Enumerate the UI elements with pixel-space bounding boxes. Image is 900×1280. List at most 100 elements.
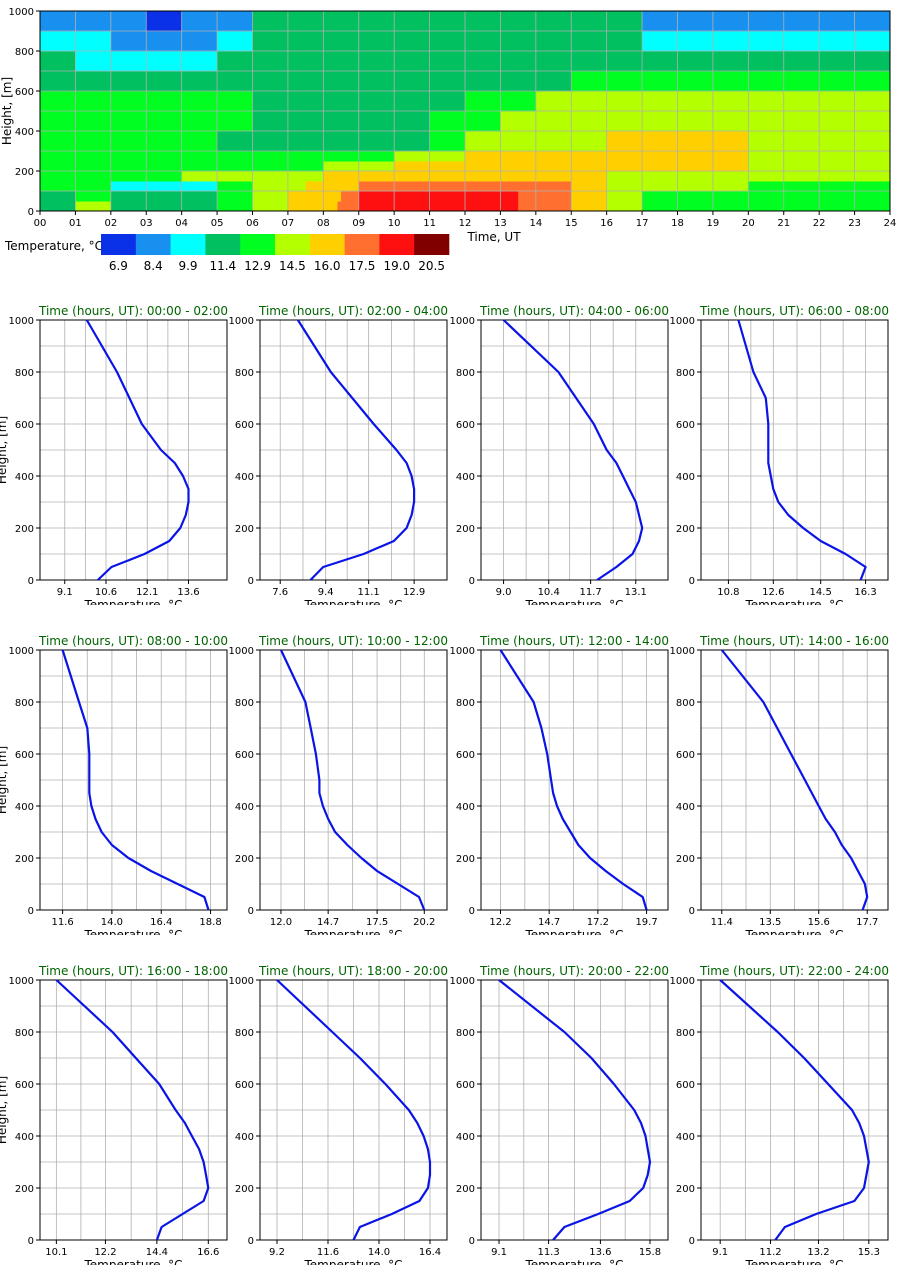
- y-tick-label: 600: [235, 750, 254, 761]
- heatmap-cell: [40, 201, 76, 212]
- heatmap-cell: [40, 191, 76, 202]
- plot-frame: [259, 649, 448, 911]
- x-tick-label: 17.5: [366, 917, 388, 928]
- y-tick-label: 600: [235, 1080, 254, 1091]
- plot-frame: [39, 649, 228, 911]
- x-tick-label: 16.3: [854, 587, 876, 598]
- y-tick-label: 0: [689, 576, 695, 587]
- y-axis-label: Height, [m]: [0, 77, 14, 145]
- heatmap-cell: [234, 161, 324, 172]
- heatmap-cell: [783, 111, 891, 132]
- heatmap-cell: [748, 151, 785, 162]
- y-tick-label: 1000: [229, 316, 254, 327]
- heatmap-cell: [642, 31, 678, 52]
- y-tick-label: 400: [456, 802, 475, 813]
- profile-chart: 9.0 10.4 11.7 13.1 0 200 400 600 800 1000 Time (ho…: [450, 304, 669, 605]
- temperature-profile-line: [737, 319, 867, 581]
- heatmap-cell: [642, 161, 749, 172]
- temperature-profile-line: [499, 649, 648, 911]
- heatmap-cell: [571, 181, 608, 192]
- plot-frame: [39, 319, 228, 581]
- heatmap-cell: [252, 71, 431, 92]
- heatmap-cell: [252, 111, 431, 132]
- heatmap-cell: [217, 191, 253, 202]
- heatmap-cell: [252, 51, 431, 72]
- y-tick-label: 600: [15, 87, 34, 98]
- y-tick-label: 800: [676, 368, 695, 379]
- panel-title: Time (hours, UT): 22:00 - 24:00: [699, 964, 889, 978]
- heatmap-cell: [75, 51, 112, 72]
- y-tick-label: 400: [676, 802, 695, 813]
- panel-title: Time (hours, UT): 14:00 - 16:00: [699, 634, 889, 648]
- y-tick-label: 0: [248, 906, 254, 917]
- x-tick-label: 01: [69, 218, 82, 229]
- x-tick-label: 13.5: [759, 917, 781, 928]
- heatmap-cell: [252, 11, 643, 32]
- x-axis-label: Temperature, °C: [303, 928, 402, 935]
- x-tick-label: 12.0: [270, 917, 292, 928]
- heatmap-cell: [280, 181, 307, 192]
- x-tick-label: 16.6: [197, 1247, 219, 1258]
- x-axis-label: Temperature, °C: [524, 1258, 623, 1265]
- heatmap-cell: [429, 131, 466, 152]
- x-tick-label: 08: [317, 218, 330, 229]
- x-tick-label: 11.6: [51, 917, 73, 928]
- y-tick-label: 600: [15, 750, 34, 761]
- panel-title: Time (hours, UT): 02:00 - 04:00: [258, 304, 448, 318]
- y-tick-label: 800: [235, 368, 254, 379]
- heatmap-cell: [287, 191, 342, 202]
- heatmap-cell: [642, 191, 891, 202]
- heatmap-cell: [500, 111, 608, 132]
- x-tick-label: 11: [423, 218, 436, 229]
- heatmap-cell: [341, 191, 360, 202]
- heatmap-cell: [518, 191, 572, 202]
- x-tick-label: 11.7: [579, 587, 601, 598]
- y-tick-label: 800: [456, 368, 475, 379]
- x-tick-label: 20.2: [413, 917, 435, 928]
- x-tick-label: 12.1: [136, 587, 158, 598]
- heatmap-cell: [606, 171, 785, 182]
- x-axis-label: Temperature, °C: [83, 598, 182, 605]
- x-tick-label: 11.3: [537, 1247, 559, 1258]
- x-tick-label: 14.0: [368, 1247, 390, 1258]
- x-tick-label: 11.4: [711, 917, 733, 928]
- x-tick-label: 10.6: [95, 587, 117, 598]
- profile-chart: 9.2 11.6 14.0 16.4 0 200 400 600 800 1000 Time (ho…: [229, 964, 448, 1265]
- heatmap-cell: [252, 191, 289, 202]
- x-tick-label: 21: [777, 218, 790, 229]
- y-tick-label: 400: [456, 472, 475, 483]
- temperature-profile-line: [61, 649, 210, 911]
- plot-frame: [259, 319, 448, 581]
- x-tick-label: 07: [282, 218, 295, 229]
- y-tick-label: 400: [456, 1132, 475, 1143]
- y-tick-label: 1000: [670, 646, 695, 657]
- x-tick-label: 13.2: [807, 1247, 829, 1258]
- heatmap-cell: [642, 71, 891, 92]
- y-tick-label: 600: [676, 750, 695, 761]
- x-tick-label: 23: [848, 218, 861, 229]
- x-axis-label: Temperature, °C: [83, 1258, 182, 1265]
- profile-chart: 9.1 10.6 12.1 13.6 0 200 400 600 800 1000 Time (ho…: [0, 304, 228, 605]
- heatmap-cell: [606, 131, 643, 152]
- y-tick-label: 800: [456, 1028, 475, 1039]
- heatmap-cell: [217, 51, 253, 72]
- plot-frame: [480, 649, 669, 911]
- x-tick-label: 19.7: [635, 917, 657, 928]
- profile-chart: 12.0 14.7 17.5 20.2 0 200 400 600 800 1000 Time (h…: [229, 634, 448, 935]
- heatmap-cell: [394, 161, 501, 172]
- panel-title: Time (hours, UT): 06:00 - 08:00: [699, 304, 889, 318]
- plot-frame: [39, 979, 228, 1241]
- heatmap-cell: [110, 181, 218, 192]
- y-tick-label: 0: [689, 906, 695, 917]
- profile-chart: 10.8 12.6 14.5 16.3 0 200 400 600 800 1000 Time (h…: [670, 304, 889, 605]
- x-axis-label: Time, UT: [466, 230, 521, 244]
- temperature-profile-line: [85, 319, 190, 581]
- heatmap-cell: [642, 201, 891, 212]
- y-tick-label: 0: [28, 1236, 34, 1247]
- heatmap-cell: [40, 131, 76, 152]
- x-tick-label: 10: [388, 218, 401, 229]
- y-tick-label: 200: [15, 854, 34, 865]
- x-tick-label: 13.1: [625, 587, 647, 598]
- y-tick-label: 400: [235, 802, 254, 813]
- y-tick-label: 600: [676, 420, 695, 431]
